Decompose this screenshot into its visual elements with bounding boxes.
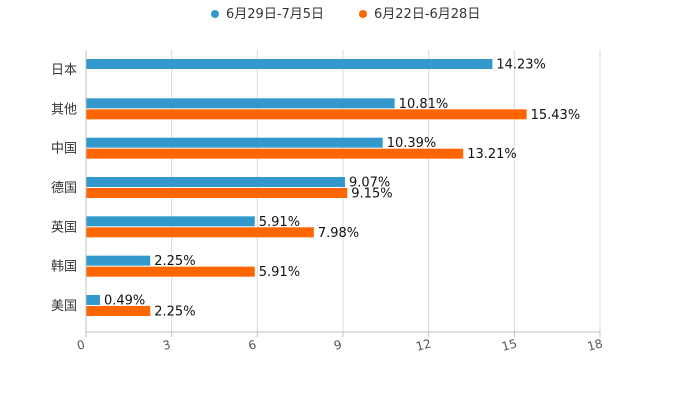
bar-series-1: [86, 294, 100, 305]
legend-label-series-2: 6月22日-6月28日: [374, 7, 480, 22]
data-label: 10.81%: [399, 97, 449, 112]
legend-marker-series-2: [359, 10, 367, 18]
bar-series-1: [86, 98, 395, 109]
bar-series-1: [86, 137, 383, 148]
bars: [86, 59, 527, 316]
bar-series-2: [86, 305, 151, 316]
bar-series-1: [86, 176, 345, 187]
data-label: 5.91%: [259, 265, 300, 280]
x-tick-label: 15: [500, 336, 518, 353]
bar-series-1: [86, 255, 151, 266]
category-label: 其他: [51, 102, 77, 117]
x-tick-label: 6: [247, 337, 258, 353]
x-tick-label: 0: [75, 337, 86, 353]
bar-series-2: [86, 109, 527, 120]
category-label: 韩国: [51, 260, 77, 275]
data-label: 2.25%: [154, 304, 195, 319]
data-labels: 14.23% 10.81% 15.43% 10.39% 13.21% 9.07%9.15%…: [104, 58, 580, 320]
data-label: 9.07%: [349, 175, 390, 190]
data-label: 14.23%: [496, 58, 546, 73]
category-label: 英国: [51, 220, 77, 235]
bar-series-1: [86, 216, 255, 227]
bar-series-1: [86, 59, 493, 69]
bar-series-2: [86, 187, 348, 198]
data-label: 7.98%: [318, 226, 359, 241]
data-label: 10.39%: [387, 136, 437, 151]
bar-series-2: [86, 148, 464, 159]
legend: 6月29日-7月5日 6月22日-6月28日: [211, 7, 480, 22]
x-axis: 0 3 6 9 12 15 18: [75, 50, 604, 354]
category-label: 美国: [51, 299, 77, 314]
x-tick-label: 9: [332, 337, 343, 353]
data-label: 9.15%: [351, 186, 392, 201]
data-label: 13.21%: [467, 147, 517, 162]
data-label: 15.43%: [531, 108, 581, 123]
data-label: 5.91%: [259, 215, 300, 230]
bar-series-2: [86, 227, 314, 238]
x-tick-label: 12: [414, 336, 432, 353]
x-tick-label: 18: [586, 336, 604, 353]
category-label: 中国: [51, 142, 77, 157]
legend-label-series-1: 6月29日-7月5日: [226, 7, 324, 22]
data-label: 2.25%: [154, 254, 195, 269]
category-label: 日本: [51, 63, 77, 78]
data-label: 0.49%: [104, 293, 145, 308]
category-label: 德国: [51, 181, 77, 196]
x-tick-label: 3: [161, 337, 172, 353]
bar-series-2: [86, 266, 255, 277]
legend-marker-series-1: [211, 10, 219, 18]
